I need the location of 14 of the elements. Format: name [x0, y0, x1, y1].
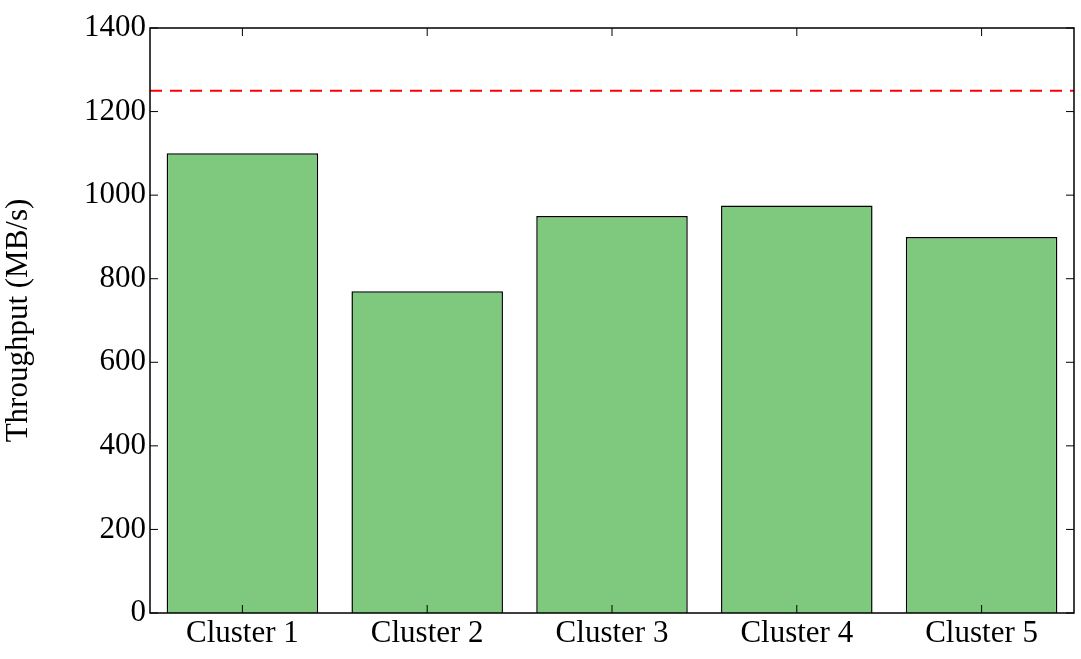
y-tick-label: 1200: [84, 91, 146, 127]
x-tick-label: Cluster 2: [370, 613, 484, 649]
x-tick-label: Cluster 1: [185, 613, 299, 649]
y-tick-label: 400: [99, 426, 146, 461]
x-tick-label: Cluster 3: [555, 613, 669, 649]
y-tick-label: 1400: [84, 8, 146, 44]
y-axis-title: Throughput (MB/s): [0, 198, 34, 443]
y-tick-label: 200: [99, 509, 146, 545]
y-tick-label: 800: [99, 258, 146, 294]
x-tick-label: Cluster 5: [925, 613, 1039, 649]
y-tick-label: 0: [130, 593, 146, 629]
y-tick-label: 600: [99, 342, 146, 378]
y-tick-label: 1000: [84, 175, 146, 211]
x-tick-label: Cluster 4: [740, 613, 854, 649]
